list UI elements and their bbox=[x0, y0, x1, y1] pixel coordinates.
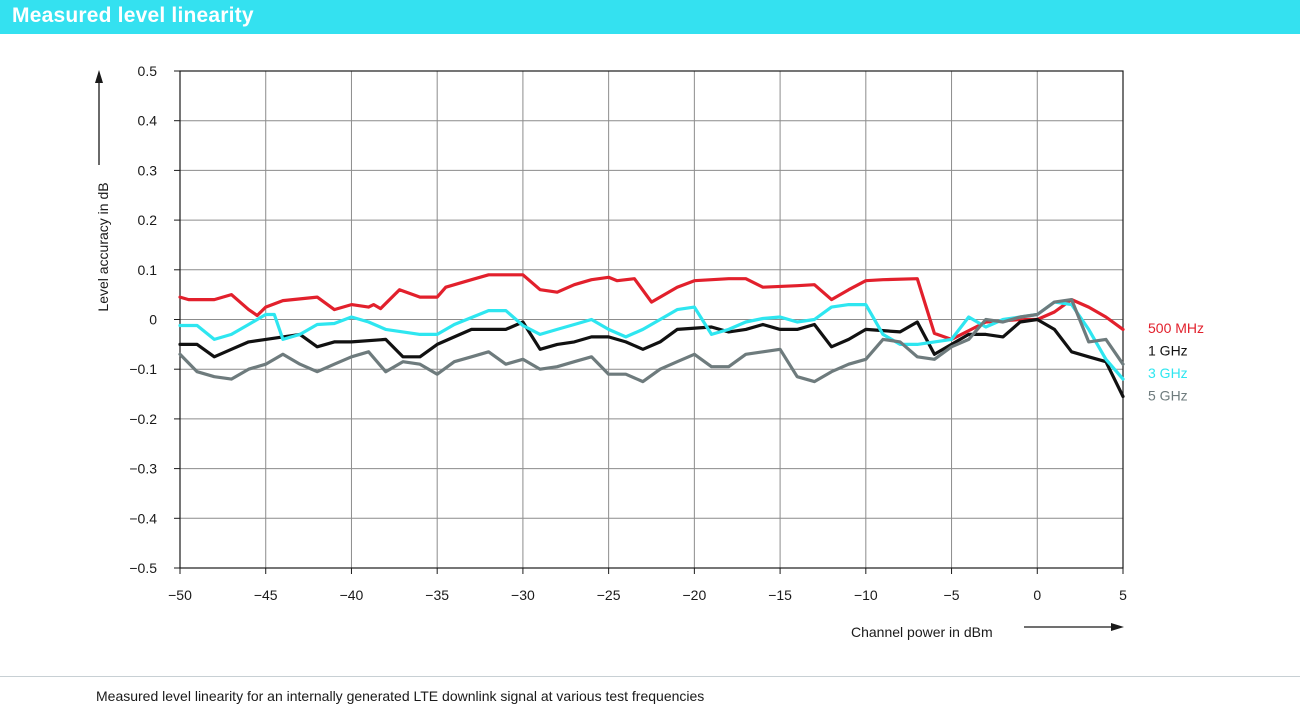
legend-label-500-mhz: 500 MHz bbox=[1148, 320, 1204, 336]
x-tick-label: −45 bbox=[254, 587, 278, 603]
x-tick-labels: −50 −45 −40 −35 −30 −25 −20 −15 −10 −5 0 5 bbox=[168, 587, 1127, 603]
x-axis-label: Channel power in dBm bbox=[851, 624, 993, 640]
x-tick-label: −15 bbox=[768, 587, 792, 603]
x-tick-label: −20 bbox=[682, 587, 706, 603]
y-tick-label: 0.5 bbox=[138, 63, 158, 79]
x-tick-label: −5 bbox=[944, 587, 960, 603]
title-bar: Measured level linearity bbox=[0, 0, 1300, 34]
x-tick-label: −50 bbox=[168, 587, 192, 603]
y-tick-label: 0.4 bbox=[138, 113, 158, 129]
x-tick-label: 5 bbox=[1119, 587, 1127, 603]
y-tick-label: 0.3 bbox=[138, 162, 158, 178]
x-tick-label: −25 bbox=[597, 587, 621, 603]
y-tick-label: −0.1 bbox=[129, 361, 157, 377]
y-tick-label: 0.2 bbox=[138, 212, 158, 228]
x-tick-label: 0 bbox=[1033, 587, 1041, 603]
x-tick-label: −35 bbox=[425, 587, 449, 603]
series-lines bbox=[178, 273, 1125, 399]
y-axis-arrow-head bbox=[95, 70, 103, 83]
y-tick-label: −0.5 bbox=[129, 560, 157, 576]
legend: 500 MHz 1 GHz 3 GHz 5 GHz bbox=[1148, 320, 1204, 404]
x-axis-arrow-head bbox=[1111, 623, 1124, 631]
y-tick-label: 0 bbox=[149, 312, 157, 328]
x-tick-label: −30 bbox=[511, 587, 535, 603]
y-tick-label: −0.2 bbox=[129, 411, 157, 427]
series-line-1-ghz bbox=[178, 317, 1125, 399]
x-tick-label: −10 bbox=[854, 587, 878, 603]
legend-label-1-ghz: 1 GHz bbox=[1148, 343, 1188, 359]
x-tick-label: −40 bbox=[340, 587, 364, 603]
plot-frame bbox=[179, 70, 1124, 569]
series-line-3-ghz bbox=[178, 300, 1125, 381]
legend-label-5-ghz: 5 GHz bbox=[1148, 388, 1188, 404]
page-title: Measured level linearity bbox=[12, 4, 254, 27]
y-tick-label: 0.1 bbox=[138, 262, 158, 278]
y-tick-labels: 0.5 0.4 0.3 0.2 0.1 0 −0.1 −0.2 −0.3 −0.4 −0.5 bbox=[129, 63, 157, 576]
y-tick-label: −0.3 bbox=[129, 461, 157, 477]
caption-divider bbox=[0, 676, 1300, 677]
figure-caption: Measured level linearity for an internal… bbox=[96, 688, 705, 704]
level-linearity-chart: 0.50.40.30.20.10−0.1−0.2−0.3−0.4−0.5 −50… bbox=[95, 63, 1204, 640]
series-line-5-ghz bbox=[178, 298, 1125, 384]
y-axis-label: Level accuracy in dB bbox=[95, 182, 111, 311]
legend-label-3-ghz: 3 GHz bbox=[1148, 365, 1188, 381]
series-line-500-mhz bbox=[178, 273, 1125, 341]
y-tick-label: −0.4 bbox=[129, 510, 157, 526]
